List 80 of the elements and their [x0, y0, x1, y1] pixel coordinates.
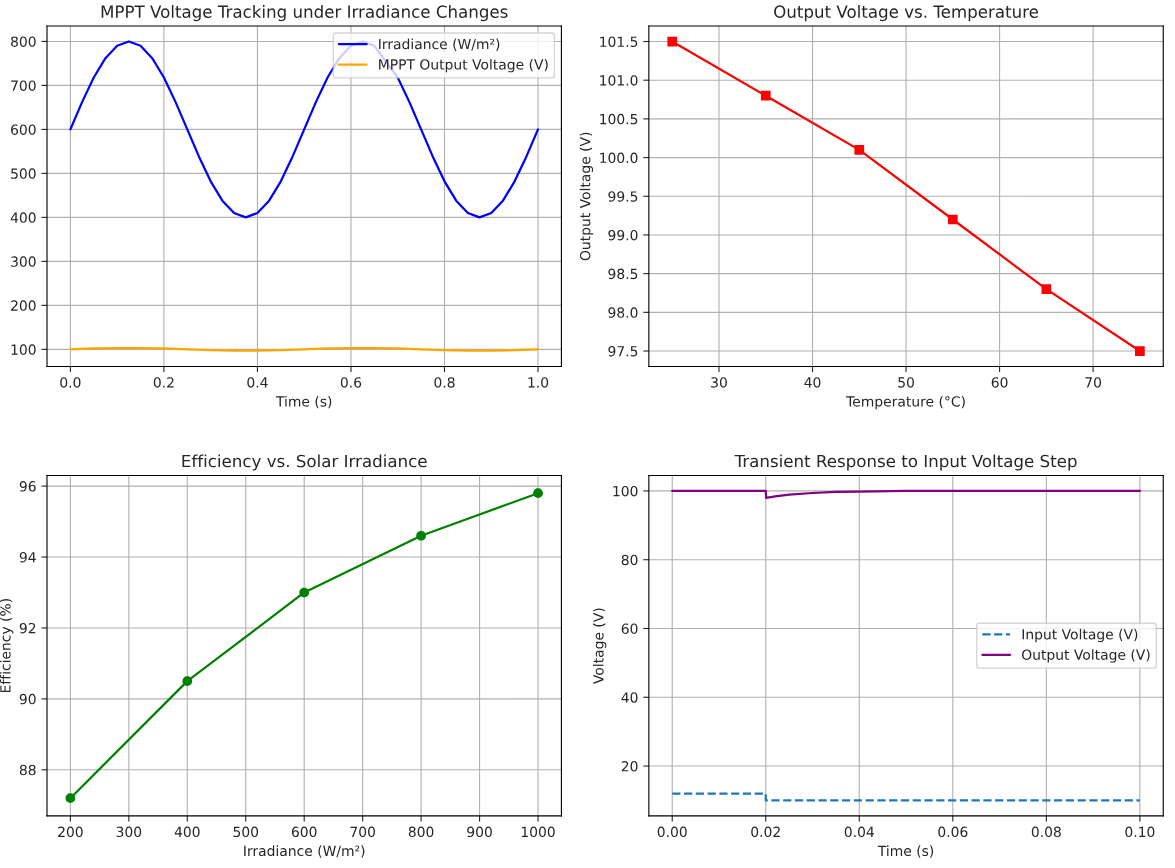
x-tick-label: 0.02: [751, 826, 780, 838]
x-tick-label: 700: [350, 826, 375, 838]
legend-label: Output Voltage (V): [1022, 649, 1150, 663]
y-axis-title: Voltage (V): [592, 608, 607, 685]
point: [1041, 284, 1052, 294]
point: [1135, 346, 1145, 356]
y-tick-label: 800: [11, 36, 36, 47]
y-tick-label: 200: [11, 300, 36, 311]
chart-title: MPPT Voltage Tracking under Irradiance Changes: [101, 5, 508, 22]
legend-label: Input Voltage (V): [1022, 628, 1138, 643]
x-tick-label: 400: [174, 826, 200, 838]
point: [667, 36, 678, 47]
point: [947, 214, 958, 225]
x-tick-label: 30: [711, 377, 727, 388]
x-tick-label: 0.00: [657, 826, 687, 838]
y-tick-label: 100.0: [600, 152, 638, 164]
x-tick-label: 50: [898, 377, 914, 388]
x-tick-label: 300: [116, 826, 142, 838]
y-tick-label: 100: [613, 485, 638, 497]
y-tick-label: 700: [11, 80, 36, 91]
point: [854, 144, 865, 155]
y-tick-label: 101.0: [600, 75, 638, 86]
y-tick-label: 100: [11, 344, 36, 355]
x-tick-label: 0.10: [1125, 826, 1155, 838]
y-tick-label: 98.0: [608, 307, 638, 318]
x-tick-label: 0.08: [1031, 826, 1061, 838]
point: [299, 587, 310, 598]
x-tick-label: 0.8: [434, 377, 455, 388]
x-tick-label: 500: [233, 826, 259, 838]
x-tick-label: 0.2: [153, 377, 174, 388]
x-tick-label: 600: [291, 826, 317, 838]
y-tick-label: 40: [621, 692, 638, 703]
y-tick-label: 80: [621, 554, 638, 566]
x-tick-label: 0.0: [60, 377, 81, 388]
x-tick-label: 800: [408, 826, 434, 838]
y-tick-label: 97.5: [608, 346, 638, 357]
y-tick-label: 300: [11, 256, 36, 267]
y-tick-label: 99.5: [608, 191, 638, 202]
point: [416, 530, 426, 541]
x-tick-label: 60: [991, 377, 1008, 388]
legend-label: Irradiance (W/m²): [379, 38, 500, 51]
y-tick-label: 92: [19, 622, 36, 634]
x-axis-title: Time (s): [275, 395, 332, 409]
x-tick-label: 200: [58, 826, 83, 838]
chart-title: Transient Response to Input Voltage Step: [734, 454, 1077, 471]
chart-title: Output Voltage vs. Temperature: [774, 5, 1039, 22]
x-axis-title: Time (s): [877, 845, 934, 858]
y-tick-label: 600: [11, 124, 36, 135]
y-tick-label: 88: [19, 764, 36, 776]
y-tick-label: 500: [11, 168, 36, 179]
point: [182, 676, 193, 687]
legend-label: MPPT Output Voltage (V): [379, 58, 548, 73]
x-tick-label: 0.04: [844, 826, 874, 838]
y-tick-label: 20: [621, 761, 638, 772]
point: [65, 793, 76, 804]
chart-title: Efficiency vs. Solar Irradiance: [182, 454, 427, 471]
y-tick-label: 99.0: [608, 229, 638, 241]
x-tick-label: 0.6: [340, 377, 362, 388]
x-tick-label: 0.4: [247, 377, 268, 388]
x-tick-label: 1000: [521, 826, 555, 838]
line-series: [671, 489, 1141, 499]
y-axis-title: Output Voltage (V): [579, 132, 594, 261]
x-axis-title: Temperature (°C): [846, 395, 965, 410]
x-axis-title: Irradiance (W/m²): [244, 845, 365, 858]
x-tick-label: 70: [1085, 377, 1102, 388]
y-tick-label: 400: [10, 212, 36, 223]
y-axis-title: Efficiency (%): [0, 599, 14, 693]
y-tick-label: 100.5: [600, 113, 638, 125]
y-tick-label: 94: [19, 551, 36, 563]
y-tick-label: 60: [621, 623, 638, 634]
point: [760, 90, 771, 101]
x-tick-label: 40: [804, 377, 821, 388]
point: [533, 488, 543, 499]
y-tick-label: 101.5: [600, 36, 638, 47]
x-tick-label: 1.0: [528, 377, 549, 388]
x-tick-label: 0.06: [938, 826, 968, 838]
y-tick-label: 98.5: [608, 268, 638, 280]
y-tick-label: 90: [19, 693, 36, 705]
x-tick-label: 900: [467, 826, 492, 838]
y-tick-label: 96: [19, 481, 36, 492]
